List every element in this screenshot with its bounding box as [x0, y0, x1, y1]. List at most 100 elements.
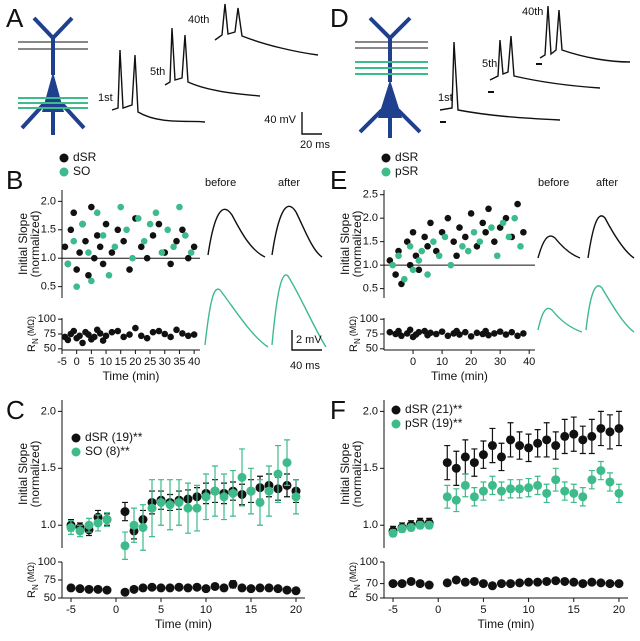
y-tick-label: 70 [366, 578, 378, 590]
data-point [129, 254, 136, 262]
data-point [164, 226, 172, 234]
data-point [578, 435, 588, 445]
data-point [120, 333, 127, 341]
data-point [478, 579, 488, 589]
data-point [508, 328, 516, 336]
data-point [111, 243, 119, 251]
label-part: N [353, 584, 362, 590]
data-point [505, 233, 513, 241]
data-point [460, 452, 470, 462]
data-point [137, 332, 145, 340]
data-point [460, 480, 470, 490]
data-point [406, 523, 416, 533]
data-point [418, 247, 426, 255]
data-point [409, 228, 417, 236]
data-point [135, 215, 142, 222]
data-point [469, 492, 479, 502]
data-point [291, 492, 301, 502]
voltage-trace [214, 3, 319, 56]
data-point [442, 578, 452, 588]
legend-marker [391, 405, 401, 415]
data-point [237, 472, 247, 482]
data-point [282, 585, 292, 595]
data-point [517, 243, 524, 250]
data-point [438, 328, 446, 335]
data-point [190, 243, 198, 251]
data-point [487, 441, 497, 451]
data-point [427, 329, 434, 337]
data-point [424, 271, 431, 278]
x-tick-label: 40 [188, 356, 200, 368]
data-point [596, 423, 606, 433]
data-point [470, 228, 478, 236]
label-part: R [26, 590, 38, 598]
panel-label: D [330, 3, 349, 33]
data-point [533, 577, 543, 587]
y-tick-label: 100 [38, 313, 56, 325]
legend-marker [381, 167, 391, 177]
data-point [79, 339, 86, 347]
data-point [99, 232, 107, 239]
data-point [120, 507, 130, 517]
y-axis-label: RN (MΩ) [26, 316, 40, 352]
x-tick-label: -5 [57, 356, 67, 368]
x-axis-label: Time (min) [103, 369, 160, 383]
data-point [386, 328, 394, 336]
trace-label: 5th [482, 58, 497, 70]
data-point [430, 238, 437, 245]
data-point [90, 254, 98, 262]
label-part: N [31, 584, 40, 590]
data-point [491, 238, 498, 245]
data-point [165, 583, 175, 593]
data-point [415, 579, 425, 589]
data-point [415, 520, 425, 530]
y-axis-label: Initial Slope [338, 213, 352, 275]
legend-marker [71, 433, 81, 443]
data-point [551, 475, 561, 485]
data-point [70, 237, 78, 245]
label-part: (MΩ) [348, 316, 358, 336]
data-point [388, 528, 398, 538]
x-tick-label: 10 [200, 604, 212, 616]
data-point [462, 233, 469, 241]
data-point [184, 332, 192, 340]
y-tick-label: 2.0 [363, 405, 378, 417]
data-point [605, 477, 615, 487]
data-point [502, 331, 510, 338]
x-tick-label: 30 [494, 356, 506, 368]
trace-label: after [596, 177, 618, 189]
x-tick-label: 15 [245, 604, 257, 616]
y-tick-label: 100 [360, 313, 378, 325]
x-tick-label: 40 [523, 356, 535, 368]
data-point [388, 579, 398, 589]
x-tick-label: 0 [113, 604, 119, 616]
data-point [174, 497, 184, 507]
y-tick-label: 1.0 [41, 252, 56, 264]
y-tick-label: 1.5 [363, 462, 378, 474]
data-point [114, 327, 122, 335]
epsp-trace [537, 307, 583, 333]
label-part: N [31, 338, 40, 344]
data-point [76, 249, 83, 256]
label-part: (MΩ) [26, 562, 36, 582]
data-point [542, 488, 552, 498]
epsp-trace [587, 215, 635, 259]
data-point [485, 331, 492, 339]
x-axis-label: Time (min) [431, 369, 488, 383]
data-point [473, 329, 481, 337]
scale-label: 40 ms [290, 360, 320, 372]
data-point [85, 271, 92, 279]
legend-marker [71, 447, 81, 457]
data-point [451, 463, 461, 473]
data-point [450, 238, 457, 245]
data-point [246, 486, 256, 496]
epsp-trace [271, 205, 323, 258]
data-point [496, 452, 506, 462]
data-point [467, 210, 475, 217]
data-point [506, 484, 516, 494]
data-point [156, 583, 166, 593]
data-point [476, 238, 484, 245]
data-point [179, 330, 186, 337]
data-point [167, 333, 174, 341]
data-point [184, 254, 192, 262]
